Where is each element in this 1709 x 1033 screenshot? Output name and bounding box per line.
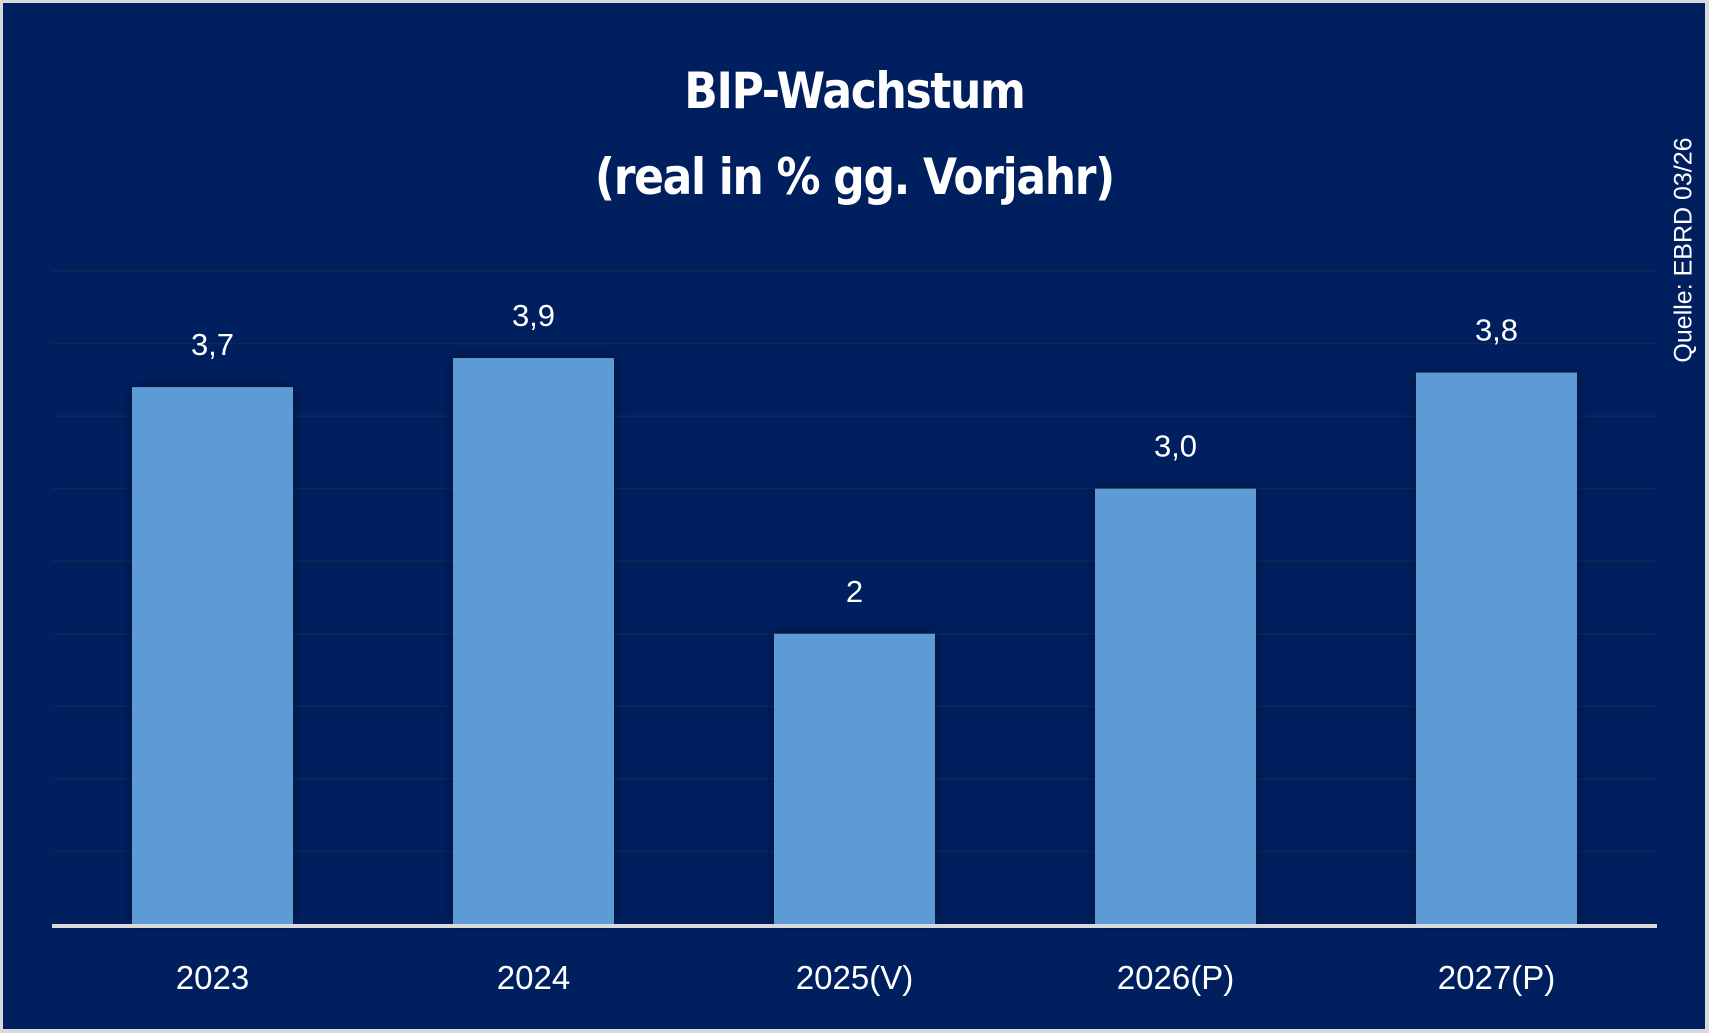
category-label: 2023	[176, 959, 249, 996]
bar	[1095, 488, 1256, 924]
title-line: BIP-Wachstum	[684, 62, 1026, 120]
category-label: 2025(V)	[796, 959, 913, 996]
bar	[1416, 372, 1577, 925]
data-label: 3,8	[1475, 313, 1518, 348]
chart-title: BIP-Wachstum (real in % gg. Vorjahr)	[102, 48, 1606, 220]
bar	[132, 387, 293, 925]
data-label: 3,9	[512, 298, 555, 333]
bar	[774, 633, 935, 924]
category-label: 2027(P)	[1438, 959, 1555, 996]
category-label: 2026(P)	[1117, 959, 1234, 996]
subtitle-line: (real in % gg. Vorjahr)	[594, 148, 1115, 206]
data-label: 2	[846, 574, 863, 609]
category-label: 2024	[497, 959, 570, 996]
data-label: 3,0	[1154, 429, 1197, 464]
bar	[453, 358, 614, 925]
data-label: 3,7	[191, 327, 234, 362]
